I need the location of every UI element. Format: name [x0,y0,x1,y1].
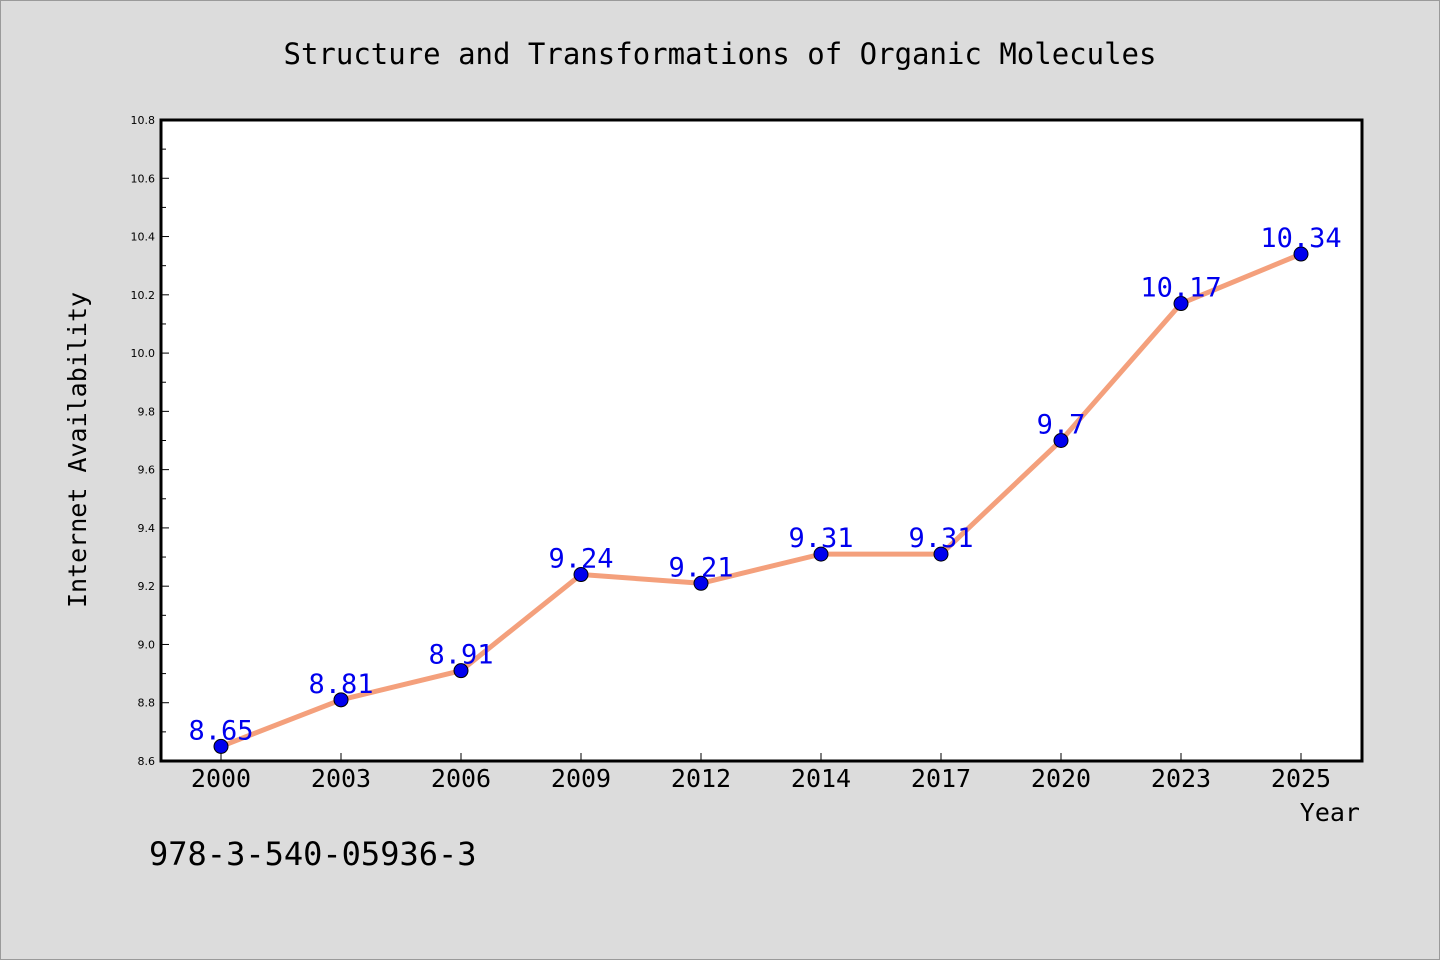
data-label: 9.24 [548,544,613,575]
data-point [813,546,829,562]
chart-title: Structure and Transformations of Organic… [284,37,1157,71]
data-point [933,546,949,562]
x-axis-title: Year [1300,798,1360,827]
y-axis: 8.6 8.8 9.0 9.2 9.4 9.6 9.8 10.0 10.2 10.4 10.6 10.… [131,114,169,768]
y-tick-label: 10.6 [131,172,156,185]
y-tick-label: 8.6 [138,755,156,768]
x-tick-label: 2006 [431,764,491,793]
data-label: 10.34 [1260,223,1341,254]
data-label: 8.91 [428,640,493,671]
x-tick-label: 2017 [911,764,971,793]
x-tick-label: 2003 [311,764,371,793]
data-label: 9.21 [668,552,733,583]
data-label: 10.17 [1140,273,1221,304]
y-tick-label: 10.8 [131,114,156,127]
series-layer: 8.65 8.81 8.91 9.24 9.21 9.31 9.31 9.7 10.17 10.3… [188,223,1342,754]
y-tick-label: 10.2 [131,289,156,302]
x-tick-label: 2000 [191,764,251,793]
x-tick-label: 2014 [791,764,851,793]
y-tick-label: 9.0 [138,638,156,651]
data-point [333,692,349,708]
y-tick-label: 8.8 [138,697,156,710]
x-axis: 2000 2003 2006 2009 2012 2014 2017 2020 2023 2025 [191,753,1331,793]
y-tick-label: 9.8 [138,405,156,418]
data-point [1053,433,1069,448]
data-label: 9.31 [908,523,973,554]
y-tick-label: 10.0 [131,347,156,360]
data-label: 8.81 [308,669,373,700]
y-tick-label: 9.6 [138,464,156,477]
y-axis-title: Internet Availability [63,292,92,608]
data-label: 9.31 [788,523,853,554]
x-tick-label: 2009 [551,764,611,793]
plot-area [159,118,1364,763]
x-tick-label: 2023 [1151,764,1211,793]
data-point [693,575,709,591]
y-tick-label: 9.2 [138,580,156,593]
isbn-footer: 978-3-540-05936-3 [149,835,477,873]
x-tick-label: 2025 [1271,764,1331,793]
series-line [218,251,1304,749]
data-point [213,738,229,754]
data-point [453,663,469,679]
x-tick-label: 2020 [1031,764,1091,793]
data-point [1293,246,1309,262]
data-point [573,567,589,583]
x-tick-label: 2012 [671,764,731,793]
y-tick-label: 10.4 [131,231,156,244]
y-tick-label: 9.4 [138,522,156,535]
data-point [1173,296,1189,312]
data-label: 8.65 [188,715,253,746]
data-label: 9.7 [1037,410,1086,441]
